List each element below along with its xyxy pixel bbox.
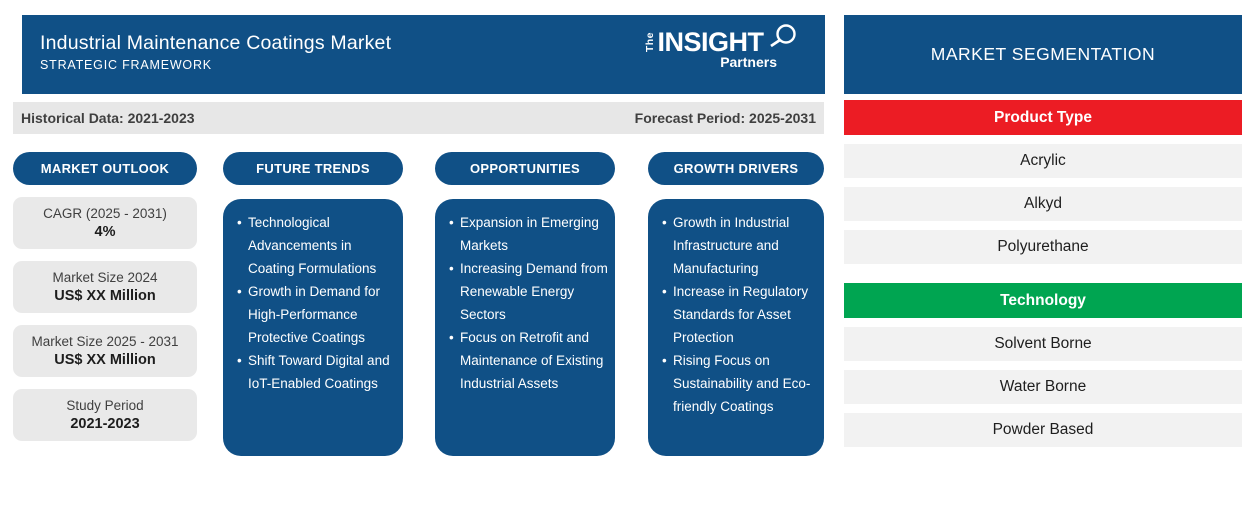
header-banner: Industrial Maintenance Coatings Market S… [22,15,825,94]
column-growth-drivers: GROWTH DRIVERS Growth in Industrial Infr… [648,152,824,456]
stat-label: Study Period [66,398,144,413]
logo-insight-text: INSIGHT [657,27,765,57]
list-item: Growth in Industrial Infrastructure and … [662,211,818,280]
market-segmentation-title: MARKET SEGMENTATION [844,15,1242,94]
segment-item-powder-based: Powder Based [844,413,1242,447]
page-subtitle: STRATEGIC FRAMEWORK [40,58,212,72]
stat-value: 2021-2023 [70,416,140,432]
logo-the-text: The [644,32,656,53]
segment-item-acrylic: Acrylic [844,144,1242,178]
future-trends-list: Technological Advancements in Coating Fo… [223,199,403,456]
list-item: Focus on Retrofit and Maintenance of Exi… [449,326,609,395]
segment-item-polyurethane: Polyurethane [844,230,1242,264]
page-title: Industrial Maintenance Coatings Market [40,32,392,54]
column-future-trends: FUTURE TRENDS Technological Advancements… [223,152,403,456]
opportunities-list: Expansion in Emerging Markets Increasing… [435,199,615,456]
segment-category-technology: Technology [844,283,1242,318]
stat-value: US$ XX Million [54,352,156,368]
column-market-outlook: MARKET OUTLOOK CAGR (2025 - 2031) 4% Mar… [13,152,197,441]
market-outlook-heading: MARKET OUTLOOK [13,152,197,185]
stat-market-size-2024: Market Size 2024 US$ XX Million [13,261,197,313]
logo-partners-text: Partners [720,54,777,70]
list-item: Rising Focus on Sustainability and Eco-f… [662,349,818,418]
stat-value: US$ XX Million [54,288,156,304]
segment-item-solvent-borne: Solvent Borne [844,327,1242,361]
stat-label: Market Size 2025 - 2031 [31,334,179,349]
column-opportunities: OPPORTUNITIES Expansion in Emerging Mark… [435,152,615,456]
list-item: Expansion in Emerging Markets [449,211,609,257]
insight-partners-logo: The INSIGHT Partners [644,24,796,85]
list-item: Increase in Regulatory Standards for Ass… [662,280,818,349]
future-trends-heading: FUTURE TRENDS [223,152,403,185]
segment-item-water-borne: Water Borne [844,370,1242,404]
list-item: Increasing Demand from Renewable Energy … [449,257,609,326]
list-item: Growth in Demand for High-Performance Pr… [237,280,397,349]
stat-cagr: CAGR (2025 - 2031) 4% [13,197,197,249]
stat-value: 4% [94,224,116,240]
growth-drivers-list: Growth in Industrial Infrastructure and … [648,199,824,456]
forecast-period-label: Forecast Period: 2025-2031 [634,110,816,126]
opportunities-heading: OPPORTUNITIES [435,152,615,185]
historical-data-label: Historical Data: 2021-2023 [21,110,195,126]
growth-drivers-heading: GROWTH DRIVERS [648,152,824,185]
magnifier-icon [770,24,796,48]
list-item: Technological Advancements in Coating Fo… [237,211,397,280]
market-segmentation-panel: MARKET SEGMENTATION Product Type Acrylic… [844,15,1242,447]
stat-study-period: Study Period 2021-2023 [13,389,197,441]
stat-label: Market Size 2024 [52,270,158,285]
list-item: Shift Toward Digital and IoT-Enabled Coa… [237,349,397,395]
segment-category-product-type: Product Type [844,100,1242,135]
stat-label: CAGR (2025 - 2031) [43,206,167,221]
stat-market-size-2025-2031: Market Size 2025 - 2031 US$ XX Million [13,325,197,377]
period-bar: Historical Data: 2021-2023 Forecast Peri… [13,102,824,134]
segment-item-alkyd: Alkyd [844,187,1242,221]
